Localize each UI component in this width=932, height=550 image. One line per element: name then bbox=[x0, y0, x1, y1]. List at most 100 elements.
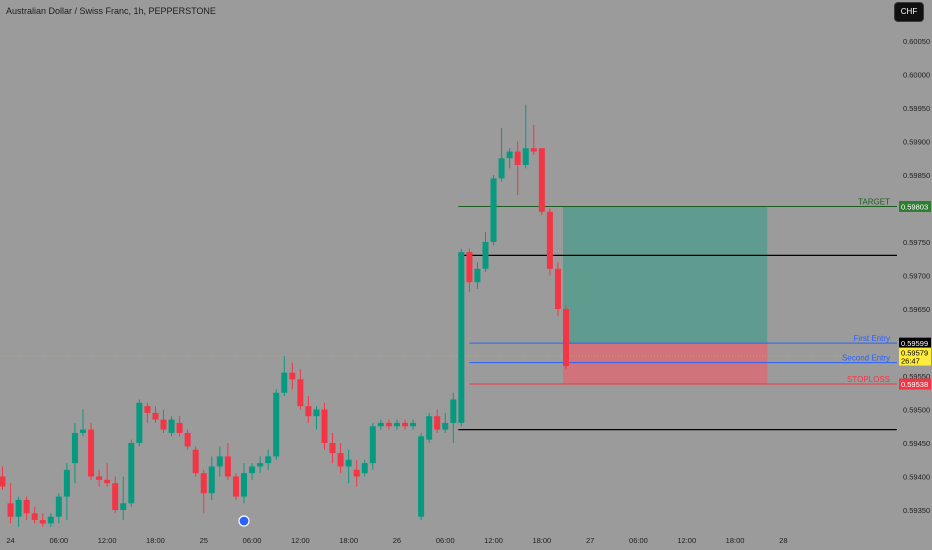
candle-body bbox=[498, 158, 505, 179]
candle-body bbox=[39, 520, 46, 524]
candle-body bbox=[490, 178, 497, 242]
price-tag-label: 0.59803 bbox=[901, 202, 928, 211]
candle-body bbox=[426, 416, 433, 440]
x-tick-label: 12:00 bbox=[291, 536, 310, 545]
candle-body bbox=[345, 459, 352, 467]
price-tag bbox=[899, 378, 931, 390]
candle-body bbox=[434, 416, 441, 430]
price-tag bbox=[899, 347, 931, 366]
candle-body bbox=[273, 392, 280, 457]
price-tag-label: 0.59579 bbox=[901, 349, 928, 358]
price-axis[interactable]: 0.60050 0.60000 0.59950 0.59900 0.59850 0.598… bbox=[899, 37, 931, 515]
currency-button[interactable]: CHF bbox=[894, 2, 924, 22]
candle-body bbox=[466, 252, 473, 283]
candle-body bbox=[321, 409, 328, 443]
candle-body bbox=[96, 476, 103, 480]
candle-body bbox=[63, 469, 70, 497]
x-tick-label: 25 bbox=[200, 536, 208, 545]
annotation-label: Second Entry bbox=[842, 354, 890, 363]
event-marker bbox=[238, 515, 250, 527]
horizontal-lines bbox=[0, 205, 897, 431]
y-tick-label: 0.59900 bbox=[903, 138, 930, 147]
candle-body bbox=[410, 422, 417, 427]
candle-body bbox=[377, 422, 384, 427]
loss-zone bbox=[563, 343, 768, 385]
y-tick-label: 0.59450 bbox=[903, 439, 930, 448]
candle-body bbox=[249, 466, 256, 474]
candle-body bbox=[200, 473, 207, 494]
candle-body bbox=[136, 402, 143, 443]
candle-body bbox=[305, 406, 312, 417]
candle-body bbox=[0, 476, 6, 487]
candle-body bbox=[546, 211, 553, 269]
candle-body bbox=[353, 469, 360, 477]
y-tick-label: 0.59500 bbox=[903, 406, 930, 415]
price-tag-label: 0.59599 bbox=[901, 339, 928, 348]
candle-body bbox=[15, 499, 22, 517]
x-tick-label: 18:00 bbox=[532, 536, 551, 545]
candle-body bbox=[393, 422, 400, 427]
candle-body bbox=[241, 473, 247, 497]
candle-body bbox=[184, 432, 191, 447]
y-tick-label: 0.60050 bbox=[903, 37, 930, 46]
candle-body bbox=[192, 449, 199, 474]
price-tag bbox=[899, 337, 931, 349]
candle-body bbox=[104, 479, 111, 484]
candle-body bbox=[482, 242, 489, 269]
x-tick-label: 18:00 bbox=[726, 536, 745, 545]
candle-body bbox=[402, 422, 408, 427]
x-tick-label: 12:00 bbox=[98, 536, 117, 545]
candle-body bbox=[257, 463, 264, 467]
candle-body bbox=[514, 151, 521, 165]
annotation-label: First Entry bbox=[854, 334, 890, 343]
candle-body bbox=[563, 309, 569, 366]
candle-body bbox=[120, 503, 127, 510]
price-tag-label: 0.59538 bbox=[901, 380, 928, 389]
x-tick-label: 06:00 bbox=[436, 536, 455, 545]
candle-body bbox=[474, 268, 481, 283]
candle-body bbox=[506, 151, 513, 159]
x-tick-label: 12:00 bbox=[677, 536, 696, 545]
time-axis[interactable]: 24 06:00 12:00 18:00 25 06:00 12:00 18:00 26 06:0… bbox=[6, 536, 787, 545]
candle-body bbox=[418, 436, 425, 517]
candle-body bbox=[442, 422, 449, 430]
candle-body bbox=[71, 432, 78, 464]
candle-body bbox=[329, 443, 336, 454]
chart-title: Australian Dollar / Swiss Franc, 1h, PEP… bbox=[6, 6, 216, 16]
candle-body bbox=[144, 406, 151, 413]
candle-body bbox=[216, 456, 223, 467]
candle-body bbox=[530, 148, 537, 152]
candle-body bbox=[224, 456, 231, 477]
profit-zone bbox=[563, 206, 768, 344]
y-tick-label: 0.59400 bbox=[903, 473, 930, 482]
x-tick-label: 18:00 bbox=[146, 536, 165, 545]
candle-body bbox=[112, 483, 119, 510]
x-tick-label: 24 bbox=[6, 536, 14, 545]
y-tick-label: 0.59950 bbox=[903, 104, 930, 113]
countdown-label: 26:47 bbox=[901, 357, 920, 366]
x-tick-label: 18:00 bbox=[339, 536, 358, 545]
candle-body bbox=[208, 466, 215, 494]
event-icon bbox=[238, 515, 250, 527]
candle-body bbox=[88, 429, 95, 477]
candle-body bbox=[369, 426, 376, 464]
candle-body bbox=[128, 443, 135, 504]
candle-body bbox=[554, 268, 561, 309]
candle-body bbox=[152, 412, 159, 420]
candle-body bbox=[313, 409, 320, 417]
x-tick-label: 26 bbox=[393, 536, 401, 545]
y-tick-label: 0.60000 bbox=[903, 71, 930, 80]
y-tick-label: 0.59650 bbox=[903, 305, 930, 314]
candle-body bbox=[522, 148, 529, 165]
candle-body bbox=[458, 252, 465, 423]
y-tick-label: 0.59700 bbox=[903, 272, 930, 281]
x-tick-label: 06:00 bbox=[629, 536, 648, 545]
x-tick-label: 27 bbox=[586, 536, 594, 545]
candle-body bbox=[55, 496, 62, 517]
candle-body bbox=[281, 372, 288, 393]
candle-body bbox=[297, 379, 304, 407]
candle-body bbox=[361, 463, 368, 474]
position-zones bbox=[563, 206, 768, 385]
x-tick-label: 12:00 bbox=[484, 536, 503, 545]
